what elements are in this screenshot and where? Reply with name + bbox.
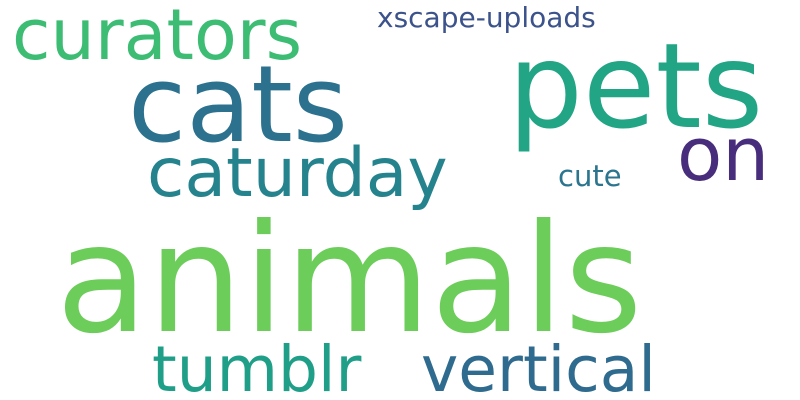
word-xscape-uploads: xscape-uploads <box>377 1 596 34</box>
word-animals: animals <box>56 193 643 367</box>
word-tumblr: tumblr <box>152 333 362 400</box>
word-cute: cute <box>558 159 622 193</box>
word-caturday: caturday <box>147 134 448 213</box>
word-cats: cats <box>128 43 349 166</box>
word-vertical: vertical <box>421 333 656 400</box>
word-on: on <box>677 112 770 198</box>
word-curators: curators <box>12 0 303 76</box>
word-pets: pets <box>508 17 764 155</box>
